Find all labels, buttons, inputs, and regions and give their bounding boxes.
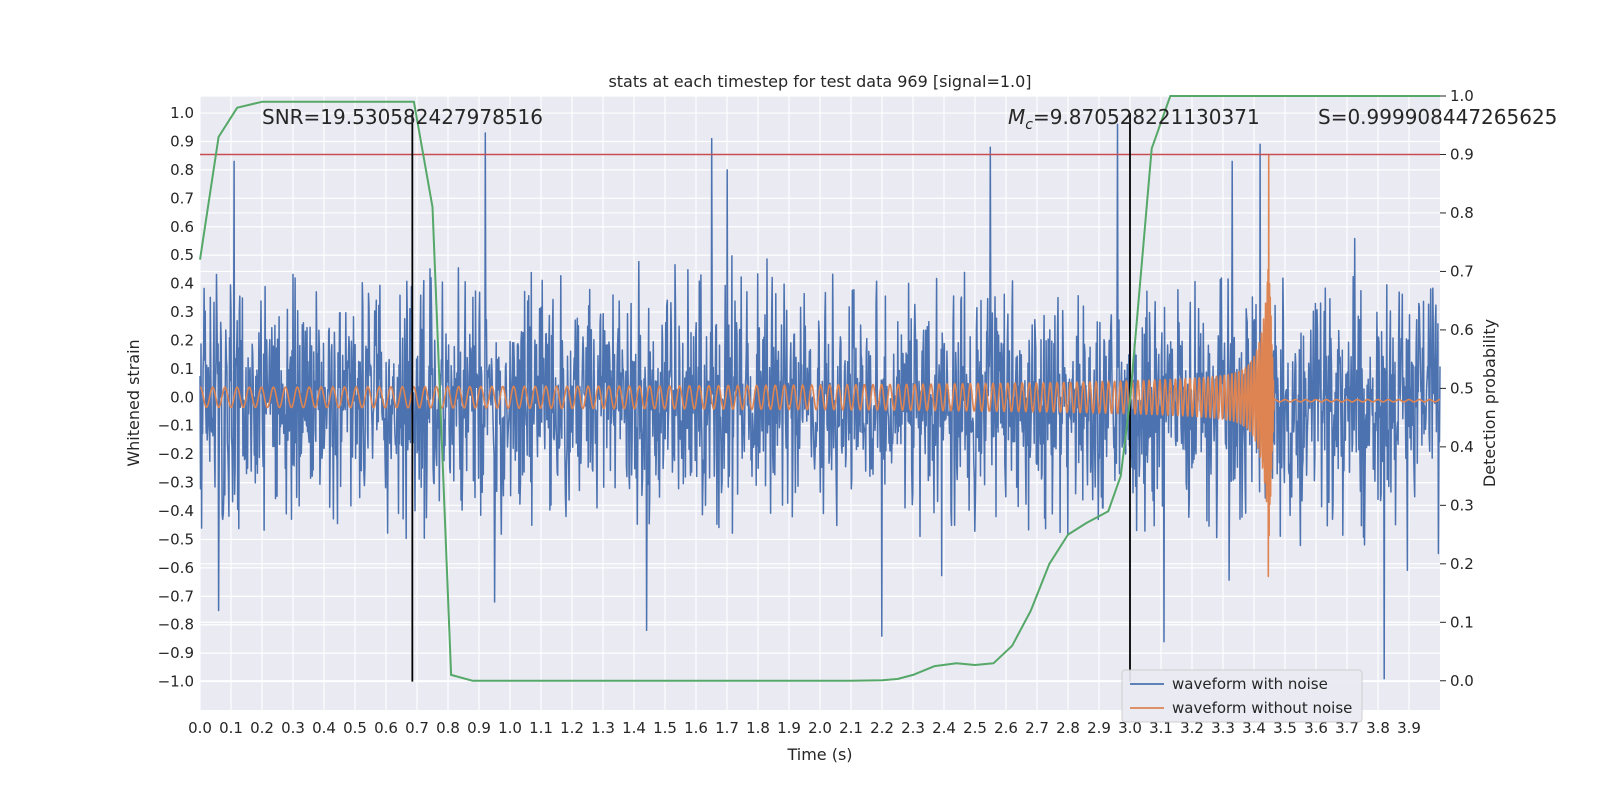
y2-tick-label: 0.5 [1450, 379, 1474, 397]
y2-tick-label: 0.8 [1450, 204, 1474, 222]
legend-box [1121, 669, 1363, 723]
x-tick-label: 1.8 [746, 719, 770, 737]
y2-axis-label: Detection probability [1480, 319, 1499, 487]
x-tick-label: 3.3 [1211, 719, 1235, 737]
x-tick-label: 0.1 [219, 719, 243, 737]
y2-tick-labels: 1.0 0.9 0.8 0.7 0.6 0.5 0.4 0.3 0.2 0.1 0.0 [1440, 87, 1474, 690]
x-tick-label: 3.9 [1397, 719, 1421, 737]
y-tick-label: −0.7 [158, 587, 194, 605]
y-tick-label: 0.7 [170, 189, 194, 207]
y-tick-label: 0.0 [170, 388, 194, 406]
detection-probability-line [199, 95, 1440, 682]
x-tick-label: 3.2 [1180, 719, 1204, 737]
y2-tick-label: 0.0 [1450, 672, 1474, 690]
x-tick-label: 0.8 [436, 719, 460, 737]
x-tick-label: 0.4 [312, 719, 336, 737]
legend-label-clean: waveform without noise [1172, 699, 1352, 717]
y-tick-label: 0.3 [170, 303, 194, 321]
x-tick-label: 3.5 [1273, 719, 1297, 737]
y-tick-label: −0.4 [158, 502, 194, 520]
y-tick-label: −0.2 [158, 445, 194, 463]
x-tick-label: 2.6 [994, 719, 1018, 737]
y2-tick-label: 0.6 [1450, 321, 1474, 339]
x-tick-label: 2.8 [1056, 719, 1080, 737]
y-axis-label: Whitened strain [124, 339, 143, 466]
snr-annotation: SNR=19.530582427978516 [262, 105, 543, 129]
x-tick-label: 2.2 [870, 719, 894, 737]
x-tick-label: 1.0 [498, 719, 522, 737]
y-tick-label: −0.8 [158, 616, 194, 634]
x-tick-label: 3.1 [1149, 719, 1173, 737]
x-tick-label: 1.1 [529, 719, 553, 737]
chirp-mass-subscript: c [1025, 117, 1033, 133]
y2-tick-label: 0.1 [1450, 613, 1474, 631]
x-tick-label: 3.0 [1118, 719, 1142, 737]
x-tick-label: 1.4 [622, 719, 646, 737]
y-tick-label: 0.4 [170, 275, 194, 293]
x-tick-label: 1.3 [591, 719, 615, 737]
x-tick-label: 2.1 [839, 719, 863, 737]
x-tick-label: 0.0 [188, 719, 212, 737]
x-tick-label: 0.9 [467, 719, 491, 737]
x-tick-label: 0.3 [281, 719, 305, 737]
x-tick-label: 1.7 [715, 719, 739, 737]
chirp-mass-value: =9.870528221130371 [1033, 105, 1260, 129]
clean-waveform-line [199, 154, 1441, 578]
y-tick-label: 0.2 [170, 331, 194, 349]
noisy-waveform-line [199, 123, 1441, 680]
s-annotation: S=0.999908447265625 [1318, 105, 1557, 129]
x-tick-label: 2.5 [963, 719, 987, 737]
overlay-lines [199, 95, 1440, 682]
x-tick-label: 3.7 [1335, 719, 1359, 737]
y2-tick-label: 0.3 [1450, 496, 1474, 514]
x-tick-label: 1.2 [560, 719, 584, 737]
x-tick-label: 2.9 [1087, 719, 1111, 737]
x-tick-label: 2.0 [808, 719, 832, 737]
y2-tick-label: 0.9 [1450, 145, 1474, 163]
legend: waveform with noise waveform without noi… [1121, 669, 1363, 723]
y-tick-label: −1.0 [158, 673, 194, 691]
y-tick-label: −0.3 [158, 474, 194, 492]
x-tick-label: 3.8 [1366, 719, 1390, 737]
x-tick-label: 0.2 [250, 719, 274, 737]
y2-tick-label: 0.7 [1450, 262, 1474, 280]
x-tick-label: 1.6 [684, 719, 708, 737]
y-tick-label: 0.6 [170, 218, 194, 236]
y-tick-label: −0.6 [158, 559, 194, 577]
x-tick-label: 2.3 [901, 719, 925, 737]
chirp-mass-annotation: Mc=9.870528221130371 [1008, 105, 1260, 133]
x-tick-label: 0.6 [374, 719, 398, 737]
x-tick-label: 1.5 [653, 719, 677, 737]
chirp-mass-symbol: M [1008, 105, 1025, 129]
y-tick-label: 0.8 [170, 161, 194, 179]
y-tick-label: −0.9 [158, 644, 194, 662]
y-tick-label: 1.0 [170, 104, 194, 122]
x-tick-label: 3.4 [1242, 719, 1266, 737]
x-tick-labels: 0.0 0.1 0.2 0.3 0.4 0.5 0.6 0.7 0.8 0.9 1.0 1.1 1.2 1… [188, 719, 1421, 737]
y-tick-label: 0.9 [170, 132, 194, 150]
y-tick-label: −0.5 [158, 530, 194, 548]
y2-tick-label: 0.2 [1450, 555, 1474, 573]
legend-label-noisy: waveform with noise [1172, 675, 1328, 693]
chart-title: stats at each timestep for test data 969… [608, 72, 1031, 91]
x-tick-label: 3.6 [1304, 719, 1328, 737]
clean-waveform-series [199, 154, 1441, 578]
x-tick-label: 2.4 [932, 719, 956, 737]
y2-tick-label: 0.4 [1450, 438, 1474, 456]
x-tick-label: 0.7 [405, 719, 429, 737]
x-axis-label: Time (s) [786, 745, 852, 764]
y-tick-label: −0.1 [158, 417, 194, 435]
y2-tick-label: 1.0 [1450, 87, 1474, 105]
x-tick-label: 2.7 [1025, 719, 1049, 737]
x-tick-label: 1.9 [777, 719, 801, 737]
noisy-waveform-series [199, 123, 1441, 680]
x-tick-label: 0.5 [343, 719, 367, 737]
y-tick-labels: 1.0 0.9 0.8 0.7 0.6 0.5 0.4 0.3 0.2 0.1 0.0 −0.1 −0.… [158, 104, 194, 691]
y-tick-label: 0.5 [170, 246, 194, 264]
y-tick-label: 0.1 [170, 360, 194, 378]
